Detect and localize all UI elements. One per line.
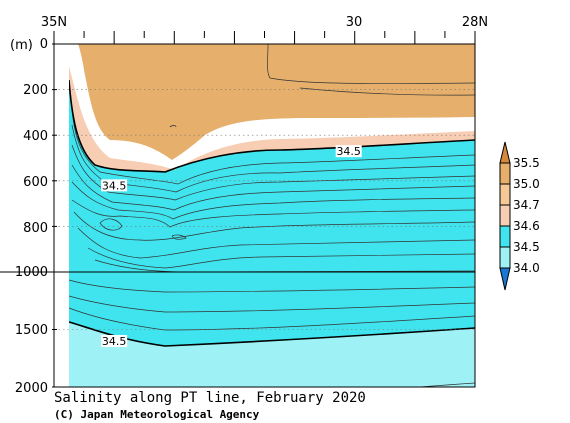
thermocline-contour-line (71, 181, 475, 220)
thermocline-contour-line (77, 227, 475, 259)
colorbar-labels: 35.5 35.0 34.7 34.6 34.5 34.0 (513, 156, 540, 275)
contour-label-background (101, 179, 128, 192)
contour-label: 34.5 (102, 179, 127, 192)
deep-contour-line (68, 295, 475, 313)
thermocline-contour-line (73, 211, 475, 241)
deep-salinity-band (69, 322, 475, 387)
y-tick-label: 1000 (15, 265, 48, 280)
colorbar-swatch (499, 162, 511, 185)
deep-contour-line (68, 279, 475, 293)
thermocline-contour-line (71, 199, 475, 228)
x-axis: 35N 30 28N (41, 15, 488, 44)
thermocline-contour-line (99, 218, 123, 231)
colorbar-swatch (499, 183, 511, 206)
y-axis: (m) 0 200 400 600 800 1000 1500 2000 (10, 37, 57, 396)
contour-label: 34.5 (336, 145, 361, 158)
y-tick-label: 0 (40, 37, 48, 52)
x-tick-label: 30 (346, 15, 363, 30)
colorbar-label: 34.0 (513, 261, 540, 275)
y-tick-label: 200 (23, 83, 48, 98)
y-tick-label: 800 (23, 221, 48, 236)
colorbar (499, 141, 511, 291)
y-tick-label: 400 (23, 129, 48, 144)
x-tick-label: 28N (462, 15, 488, 30)
plot-frame (53, 43, 476, 388)
colorbar-label: 35.0 (513, 177, 540, 191)
colorbar-swatch (499, 204, 511, 227)
y-tick-label: 600 (23, 175, 48, 190)
colorbar-bottom-triangle (499, 267, 511, 291)
surface-contour-line (267, 44, 475, 84)
colorbar-label: 34.7 (513, 198, 540, 212)
x-minor-ticks (53, 31, 476, 44)
colorbar-label: 35.5 (513, 156, 540, 170)
y-tick-label: 1500 (15, 323, 48, 338)
chart-title: Salinity along PT line, February 2020 (54, 390, 366, 406)
colorbar-label: 34.6 (513, 219, 540, 233)
colorbar-top-triangle (499, 141, 511, 164)
thermocline-contour-line (71, 164, 475, 211)
y-axis-unit-label: (m) (10, 38, 33, 53)
contour-label-layer: 34.5 34.5 34.5 (101, 145, 362, 348)
land-mask-top (54, 44, 84, 70)
land-mask (54, 44, 69, 387)
colorbar-label: 34.5 (513, 240, 540, 254)
thermocline-contour-line (171, 234, 187, 240)
colorbar-swatch (499, 246, 511, 269)
thermocline-contour-line (87, 247, 475, 269)
contour-label-background (101, 335, 128, 347)
colorbar-swatch (499, 225, 511, 248)
x-tick-label: 35N (41, 15, 67, 30)
bold-contour-deep (68, 321, 475, 347)
thermocline-contour-line (71, 109, 475, 185)
y-tick-label: 2000 (15, 381, 48, 396)
section-plot-area (54, 44, 475, 387)
deep-contour-line (68, 307, 475, 331)
contour-label-background (335, 145, 362, 158)
credit-text: (C) Japan Meteorological Agency (54, 408, 260, 421)
contour-label: 34.5 (102, 335, 127, 348)
surface-salinity-band (78, 44, 475, 160)
y-ticks (52, 43, 57, 388)
thermocline-contour-line (71, 124, 475, 193)
surface-contour-line (169, 125, 177, 128)
